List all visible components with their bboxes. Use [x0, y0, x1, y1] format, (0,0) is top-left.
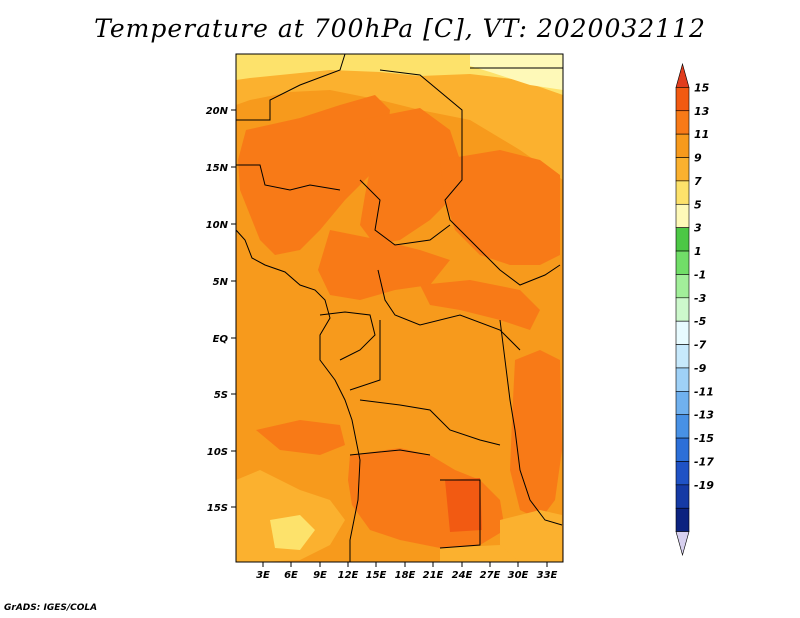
colorbar-swatch	[675, 297, 690, 322]
colorbar-label: -15	[694, 432, 714, 445]
colorbar-swatch	[675, 157, 690, 182]
lat-label: 20N	[206, 106, 229, 117]
grads-credit: GrADS: IGES/COLA	[4, 603, 98, 613]
lon-label: 30E	[508, 570, 529, 581]
colorbar-label: -17	[694, 455, 714, 468]
colorbar-swatch	[675, 320, 690, 345]
longitude-axis: 3E 6E 9E 12E 15E 18E 21E 24E 27E 30E 33E	[256, 562, 558, 581]
map-title: Temperature at 700hPa [C], VT: 202003211…	[94, 14, 706, 43]
colorbar-label: -9	[694, 362, 707, 375]
lon-label: 12E	[338, 570, 359, 581]
colorbar-swatch	[675, 367, 690, 392]
lon-label: 3E	[256, 570, 270, 581]
colorbar-label: 5	[694, 198, 702, 211]
colorbar-label: -11	[694, 385, 714, 398]
map-panel	[235, 53, 564, 563]
colorbar-swatch	[675, 437, 690, 462]
colorbar-label: -3	[694, 292, 707, 305]
colorbar-swatch	[675, 391, 690, 416]
lat-label: 5S	[214, 390, 228, 401]
colorbar-swatch	[675, 110, 690, 135]
colorbar-swatch	[675, 227, 690, 252]
colorbar-swatch	[675, 507, 690, 532]
colorbar-swatch	[675, 62, 690, 88]
latitude-axis: 20N 15N 10N 5N EQ 5S 10S 15S	[206, 106, 236, 514]
colorbar-label: 11	[694, 128, 709, 141]
lon-label: 27E	[480, 570, 501, 581]
lat-label: 15S	[207, 503, 228, 514]
lat-label: 10S	[207, 447, 228, 458]
colorbar-swatch	[675, 180, 690, 205]
colorbar-swatch	[675, 461, 690, 486]
colorbar-label: 13	[694, 105, 710, 118]
colorbar: 15 13 11 9 7 5 3 1 -1 -3 -5 -7 -9 -11 -13 -15 -17 -19	[675, 62, 714, 557]
lon-label: 9E	[313, 570, 327, 581]
lon-label: 24E	[452, 570, 473, 581]
lon-label: 21E	[423, 570, 444, 581]
lat-label: 15N	[206, 163, 229, 174]
colorbar-label: 15	[694, 81, 710, 94]
colorbar-label: 1	[694, 245, 702, 258]
colorbar-swatch	[675, 274, 690, 299]
lat-label: 5N	[213, 277, 229, 288]
colorbar-swatch	[675, 484, 690, 509]
colorbar-swatch	[675, 250, 690, 275]
lat-label: 10N	[206, 220, 229, 231]
colorbar-swatch	[675, 414, 690, 439]
lon-label: 15E	[366, 570, 387, 581]
colorbar-label: -5	[694, 315, 707, 328]
colorbar-swatch	[675, 133, 690, 158]
colorbar-label: -19	[694, 479, 714, 492]
colorbar-label: -7	[694, 339, 707, 352]
colorbar-swatch	[675, 203, 690, 228]
colorbar-label: -1	[694, 268, 706, 281]
lon-label: 6E	[284, 570, 298, 581]
colorbar-label: -13	[694, 409, 714, 422]
colorbar-swatch	[675, 344, 690, 369]
colorbar-label: 7	[694, 175, 702, 188]
lon-label: 33E	[537, 570, 558, 581]
colorbar-label: 9	[694, 152, 702, 165]
lon-label: 18E	[395, 570, 416, 581]
colorbar-swatch	[675, 531, 690, 557]
colorbar-swatch	[675, 87, 690, 112]
colorbar-label: 3	[694, 222, 702, 235]
lat-label: EQ	[213, 334, 229, 345]
